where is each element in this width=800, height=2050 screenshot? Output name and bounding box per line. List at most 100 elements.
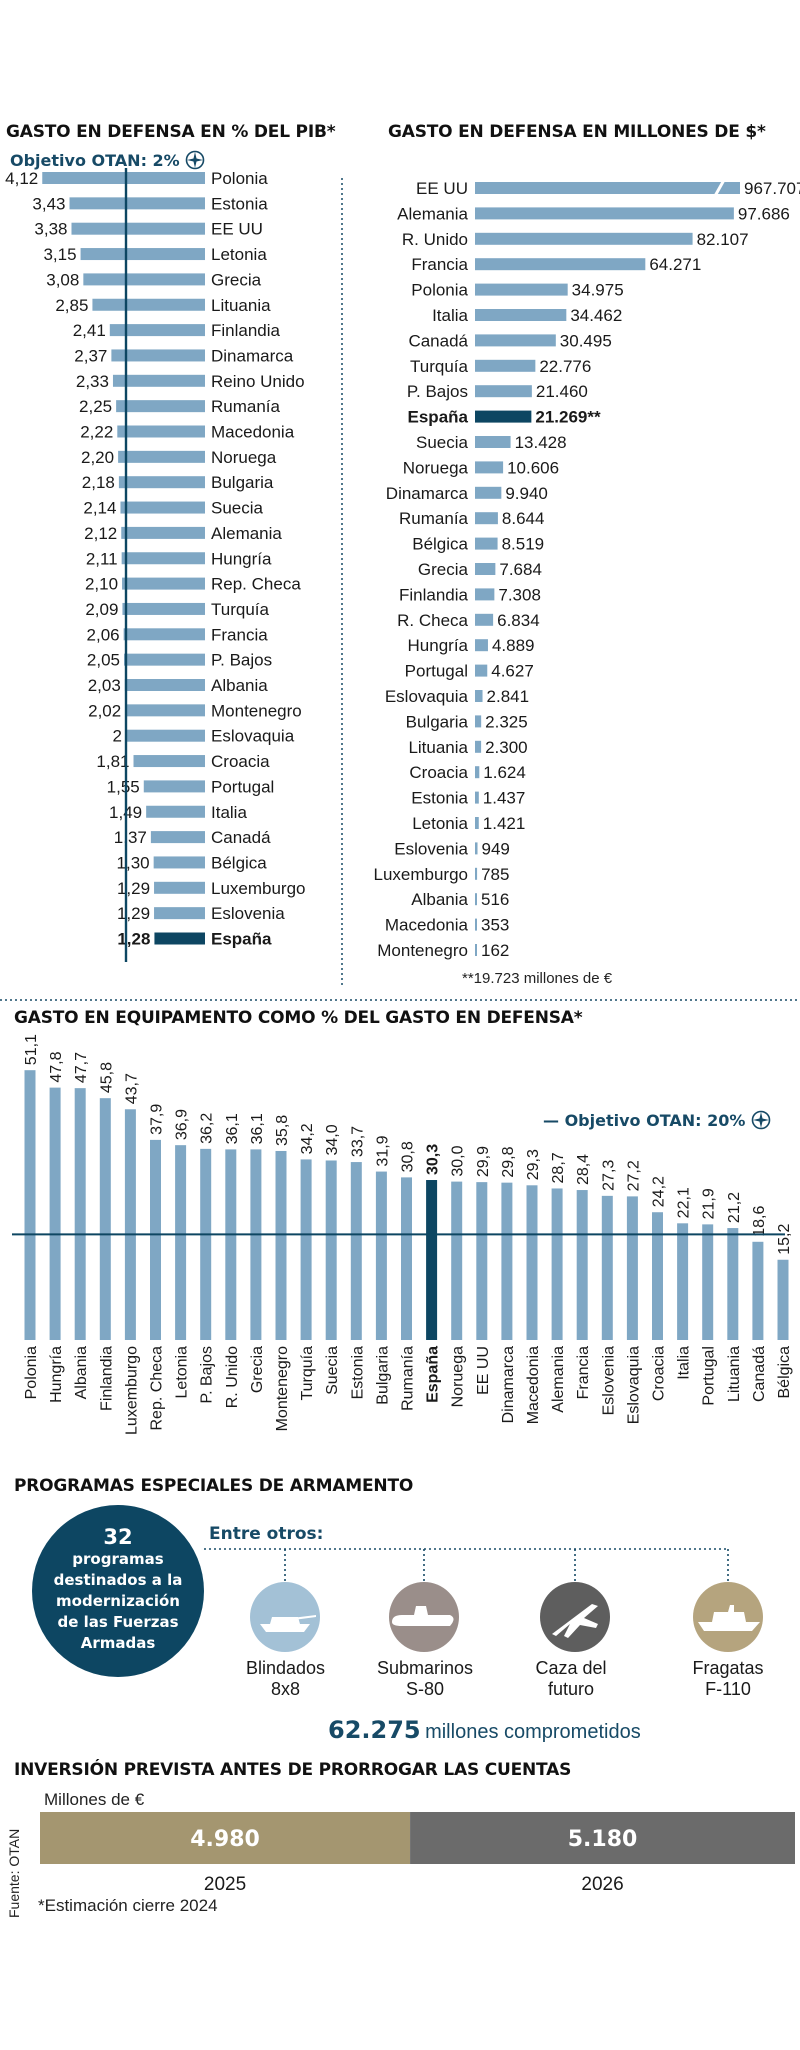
pib-country-label: Finlandia — [211, 321, 281, 340]
million-value-label: 4.889 — [492, 636, 535, 655]
pib-bar — [42, 172, 206, 184]
million-value-label: 10.606 — [507, 458, 559, 477]
million-value-label: 1.624 — [483, 763, 526, 782]
million-bar — [475, 791, 479, 804]
investment-year-label: 2026 — [581, 1874, 623, 1895]
million-country-label: Montenegro — [377, 941, 468, 960]
pib-country-label: Luxemburgo — [211, 879, 306, 898]
equipment-bar — [375, 1171, 387, 1340]
million-country-label: Croacia — [409, 763, 468, 782]
investment-unit: Millones de € — [44, 1790, 145, 1809]
program-jet-line1: Caza del — [535, 1658, 607, 1678]
pib-value-label: 2,22 — [80, 423, 113, 442]
equipment-country-label: Polonia — [23, 1346, 40, 1399]
pib-country-label: Macedonia — [211, 423, 295, 442]
pib-value-label: 1,30 — [117, 853, 150, 872]
million-value-label: 97.686 — [738, 204, 790, 223]
equipment-value-label: 47,7 — [73, 1052, 90, 1083]
million-bar — [475, 563, 496, 575]
equipment-country-label: Dinamarca — [500, 1346, 517, 1423]
equipment-value-label: 27,2 — [625, 1160, 642, 1191]
million-country-label: Eslovaquia — [385, 687, 469, 706]
million-bar — [475, 283, 568, 296]
equipment-country-label: Estonia — [349, 1346, 366, 1399]
pib-value-label: 3,43 — [32, 194, 65, 213]
equipment-country-label: Eslovenia — [600, 1346, 617, 1415]
pib-value-label: 2,09 — [85, 600, 118, 619]
investment-segment — [40, 1812, 411, 1864]
equipment-value-label: 36,1 — [249, 1113, 266, 1144]
pib-country-label: Croacia — [211, 752, 270, 771]
programs-line-2: destinados a la — [53, 1571, 183, 1589]
equipment-country-label: Alemania — [550, 1346, 567, 1413]
million-bar — [475, 258, 646, 271]
equipment-value-label: 35,8 — [274, 1115, 291, 1146]
million-value-label: 967.707 — [744, 179, 800, 198]
million-bar — [475, 740, 482, 753]
million-bar — [475, 461, 504, 474]
pib-value-label: 2,03 — [88, 676, 121, 695]
equipment-bar — [401, 1177, 412, 1340]
programs-line-5: Armadas — [80, 1634, 156, 1652]
million-value-label: 7.684 — [499, 560, 542, 579]
pib-bar — [154, 932, 205, 945]
million-country-label: Luxemburgo — [373, 865, 468, 884]
equipment-country-label: Italia — [676, 1346, 693, 1380]
million-country-label: Portugal — [405, 662, 468, 681]
million-bar — [475, 867, 478, 880]
million-country-label: Italia — [432, 306, 468, 325]
million-country-label: Francia — [411, 255, 468, 274]
pib-value-label: 2,41 — [73, 321, 106, 340]
pib-country-label: Estonia — [211, 194, 268, 213]
equipment-bar — [99, 1098, 111, 1340]
pib-value-label: 3,38 — [34, 220, 67, 239]
million-country-label: Rumanía — [399, 509, 469, 528]
investment-segment — [410, 1812, 795, 1864]
equipment-value-label: 15,2 — [776, 1224, 793, 1255]
million-bar — [475, 486, 502, 499]
pib-bar — [124, 679, 205, 691]
pib-country-label: España — [211, 930, 272, 949]
million-country-label: Macedonia — [385, 916, 469, 935]
million-value-label: 64.271 — [649, 255, 701, 274]
million-bar — [475, 207, 734, 220]
investment-value-label: 4.980 — [190, 1827, 260, 1852]
million-chart-title: GASTO EN DEFENSA EN MILLONES DE $* — [388, 122, 766, 142]
nato-target-label: Objetivo OTAN: 2% — [10, 150, 205, 170]
equipment-value-label: 29,3 — [525, 1149, 542, 1180]
equipment-value-label: 30,0 — [450, 1145, 467, 1176]
investment-footnote: *Estimación cierre 2024 — [38, 1896, 218, 1915]
pib-value-label: 2,33 — [76, 372, 109, 391]
million-value-label: 21.460 — [536, 382, 588, 401]
million-country-label: Bélgica — [412, 535, 468, 554]
equipment-bar — [752, 1241, 764, 1340]
million-country-label: Grecia — [418, 560, 469, 579]
committed-value: 62.275 — [328, 1716, 421, 1744]
million-value-label: 34.462 — [570, 306, 622, 325]
million-country-label: Albania — [411, 890, 468, 909]
equipment-country-label: Macedonia — [525, 1346, 542, 1424]
program-frigate-line1: Fragatas — [692, 1658, 764, 1678]
million-bar — [475, 334, 556, 347]
program-label-tank: Blindados 8x8 — [228, 1658, 343, 1700]
equipment-bar — [426, 1180, 438, 1340]
million-bar — [475, 639, 488, 652]
equipment-chart-title: GASTO EN EQUIPAMENTO COMO % DEL GASTO EN… — [14, 1008, 583, 1028]
million-value-label: 2.841 — [487, 687, 530, 706]
program-tank-line2: 8x8 — [270, 1679, 301, 1699]
million-value-label: 353 — [481, 916, 509, 935]
million-country-label: Estonia — [411, 789, 468, 808]
equipment-bar — [576, 1190, 588, 1340]
pib-bar — [111, 349, 205, 362]
pib-bar — [150, 831, 205, 844]
equipment-country-label: R. Unido — [224, 1346, 241, 1408]
pib-country-label: Dinamarca — [211, 346, 294, 365]
pib-country-label: Letonia — [211, 245, 267, 264]
million-country-label: Canadá — [408, 331, 468, 350]
million-country-label: P. Bajos — [407, 382, 468, 401]
equipment-bar — [225, 1149, 237, 1340]
equipment-value-label: 28,7 — [550, 1152, 567, 1183]
million-value-label: 8.519 — [502, 535, 545, 554]
frigate-icon — [698, 1605, 760, 1631]
million-value-label: 2.300 — [485, 738, 528, 757]
